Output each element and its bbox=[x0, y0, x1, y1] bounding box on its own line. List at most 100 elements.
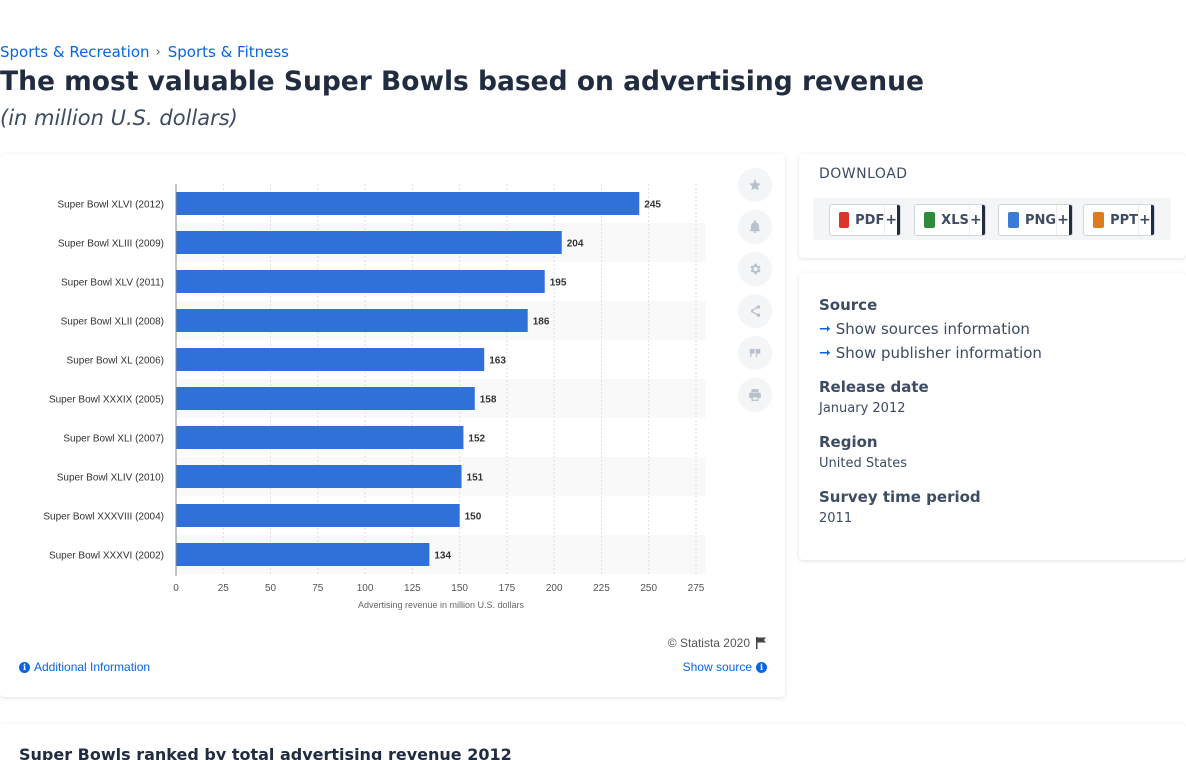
bell-icon bbox=[749, 220, 761, 233]
x-tick-label: 200 bbox=[546, 583, 563, 594]
category-label: Super Bowl XXXVI (2002) bbox=[49, 551, 164, 562]
category-label: Super Bowl XLI (2007) bbox=[63, 434, 164, 445]
x-tick-label: 100 bbox=[357, 583, 374, 594]
bar bbox=[176, 426, 464, 449]
category-label: Super Bowl XXXVIII (2004) bbox=[43, 512, 164, 523]
plus-icon: + bbox=[1138, 205, 1151, 235]
show-publisher-label: Show publisher information bbox=[835, 344, 1042, 362]
pdf-file-icon bbox=[839, 212, 850, 228]
copyright: © Statista 2020 bbox=[668, 636, 767, 650]
favorite-button[interactable] bbox=[738, 168, 772, 202]
cite-button[interactable] bbox=[738, 336, 772, 370]
breadcrumb: Sports & Recreation › Sports & Fitness bbox=[0, 43, 289, 61]
notification-button[interactable] bbox=[738, 210, 772, 244]
download-ppt-button[interactable]: PPT + bbox=[1083, 204, 1155, 236]
show-source-label: Show source bbox=[682, 660, 752, 674]
premium-marker bbox=[1068, 205, 1072, 235]
category-label: Super Bowl XXXIX (2005) bbox=[49, 395, 164, 406]
category-label: Super Bowl XLV (2011) bbox=[61, 278, 164, 289]
bar-chart: 245 Super Bowl XLVI (2012) 204 Super Bowl X… bbox=[43, 184, 706, 610]
category-label: Super Bowl XLVI (2012) bbox=[57, 200, 164, 211]
data-label: 186 bbox=[533, 317, 550, 328]
release-date-label: Release date bbox=[819, 378, 929, 396]
download-pdf-button[interactable]: PDF + bbox=[829, 204, 901, 236]
plus-icon: + bbox=[884, 205, 897, 235]
print-icon bbox=[749, 389, 761, 401]
bar bbox=[176, 543, 430, 566]
show-publisher-link[interactable]: ➞ Show publisher information bbox=[819, 344, 1042, 362]
release-date-value: January 2012 bbox=[819, 401, 906, 416]
arrow-right-icon: ➞ bbox=[819, 345, 831, 361]
page-subtitle: (in million U.S. dollars) bbox=[0, 106, 238, 130]
data-label: 151 bbox=[467, 473, 484, 484]
quote-icon bbox=[749, 348, 761, 358]
breadcrumb-item-sports-fitness[interactable]: Sports & Fitness bbox=[167, 43, 290, 61]
bar bbox=[176, 465, 462, 488]
flag-icon[interactable] bbox=[756, 637, 767, 649]
download-pdf-label: PDF bbox=[855, 212, 885, 228]
bar bbox=[176, 309, 528, 332]
data-label: 245 bbox=[644, 200, 661, 211]
survey-period-label: Survey time period bbox=[819, 488, 981, 506]
gear-icon bbox=[750, 263, 761, 275]
data-label: 195 bbox=[550, 278, 567, 289]
download-xls-label: XLS bbox=[941, 212, 969, 228]
share-button[interactable] bbox=[738, 294, 772, 328]
survey-period-value: 2011 bbox=[819, 511, 853, 526]
show-sources-label: Show sources information bbox=[835, 320, 1030, 338]
ppt-file-icon bbox=[1093, 212, 1105, 228]
related-card: Super Bowls ranked by total advertising … bbox=[0, 724, 1186, 760]
x-tick-label: 50 bbox=[265, 583, 277, 594]
data-label: 163 bbox=[489, 356, 506, 367]
bar bbox=[176, 231, 562, 254]
source-label: Source bbox=[819, 296, 878, 314]
chart-toolbar bbox=[738, 168, 772, 420]
download-png-button[interactable]: PNG + bbox=[998, 204, 1073, 236]
category-label: Super Bowl XLIV (2010) bbox=[57, 473, 164, 484]
show-sources-link[interactable]: ➞ Show sources information bbox=[819, 320, 1030, 338]
data-label: 152 bbox=[468, 434, 485, 445]
arrow-right-icon: ➞ bbox=[819, 321, 831, 337]
data-label: 158 bbox=[480, 395, 497, 406]
category-label: Super Bowl XLIII (2009) bbox=[58, 239, 164, 250]
x-tick-label: 0 bbox=[173, 583, 179, 594]
bar bbox=[176, 270, 545, 293]
x-tick-label: 275 bbox=[688, 583, 705, 594]
chart-card: 245 Super Bowl XLVI (2012) 204 Super Bowl X… bbox=[0, 154, 785, 697]
x-tick-label: 225 bbox=[593, 583, 610, 594]
premium-marker bbox=[1150, 205, 1154, 235]
share-icon bbox=[750, 305, 761, 317]
region-label: Region bbox=[819, 433, 878, 451]
show-source-link[interactable]: Show source i bbox=[683, 660, 767, 674]
additional-information-label: Additional Information bbox=[34, 660, 151, 674]
copyright-text: © Statista 2020 bbox=[667, 636, 750, 650]
x-tick-label: 25 bbox=[218, 583, 230, 594]
info-icon: i bbox=[19, 661, 30, 673]
breadcrumb-item-sports-recreation[interactable]: Sports & Recreation bbox=[0, 43, 150, 61]
category-label: Super Bowl XLII (2008) bbox=[61, 317, 164, 328]
download-buttons: PDF + XLS + PNG + PPT + bbox=[813, 198, 1171, 240]
info-icon: i bbox=[756, 661, 767, 673]
data-label: 150 bbox=[465, 512, 482, 523]
bar bbox=[176, 348, 485, 371]
data-label: 134 bbox=[434, 551, 451, 562]
bar bbox=[176, 192, 640, 215]
additional-information-link[interactable]: i Additional Information bbox=[19, 660, 150, 674]
region-value: United States bbox=[819, 456, 908, 471]
related-title: Super Bowls ranked by total advertising … bbox=[19, 745, 512, 760]
download-png-label: PNG bbox=[1025, 212, 1057, 228]
x-axis-title: Advertising revenue in million U.S. doll… bbox=[358, 600, 525, 610]
plus-icon: + bbox=[1056, 205, 1069, 235]
page-title: The most valuable Super Bowls based on a… bbox=[0, 66, 924, 97]
bar bbox=[176, 387, 475, 410]
statistic-details: Source ➞ Show sources information ➞ Show… bbox=[799, 273, 1186, 560]
bar bbox=[176, 504, 460, 527]
download-xls-button[interactable]: XLS + bbox=[914, 204, 986, 236]
settings-button[interactable] bbox=[738, 252, 772, 286]
download-ppt-label: PPT bbox=[1110, 212, 1138, 228]
premium-marker bbox=[897, 205, 900, 235]
x-tick-label: 125 bbox=[404, 583, 421, 594]
premium-marker bbox=[981, 205, 985, 235]
category-label: Super Bowl XL (2006) bbox=[67, 356, 164, 367]
print-button[interactable] bbox=[738, 378, 772, 412]
